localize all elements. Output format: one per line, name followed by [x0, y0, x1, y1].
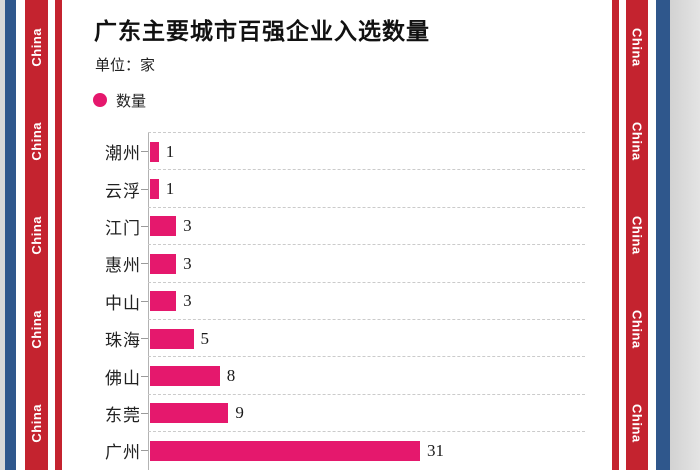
category-label: 珠海 [105, 331, 141, 351]
category-label: 佛山 [105, 368, 141, 388]
value-label: 31 [427, 440, 444, 460]
china-label: China [629, 121, 645, 161]
legend-label: 数量 [116, 92, 147, 110]
axis-tick [141, 338, 148, 340]
china-label: China [29, 121, 44, 161]
bar-row: 广州 31 [62, 431, 612, 469]
category-label: 云浮 [105, 181, 141, 201]
value-label: 5 [200, 328, 210, 348]
y-axis-line [148, 133, 149, 470]
value-label: 3 [183, 216, 192, 236]
value-label: 1 [165, 179, 175, 199]
china-label: China [629, 403, 645, 443]
category-label: 广州 [105, 443, 141, 463]
right-red-border [612, 0, 619, 470]
bar [150, 440, 420, 461]
left-gap-outer [16, 0, 25, 470]
axis-tick [141, 263, 148, 265]
chart-panel: 广东主要城市百强企业入选数量 单位：家 数量 潮州 1 云浮 1 江门 3 惠州 3 中山 3 珠海… [62, 0, 612, 470]
category-label: 潮州 [105, 144, 141, 164]
bar-row: 东莞 9 [62, 393, 612, 432]
china-label: China [629, 27, 645, 67]
bar [150, 403, 229, 424]
axis-tick [141, 151, 148, 153]
bar [150, 216, 177, 237]
bar-row: 云浮 1 [62, 169, 612, 207]
category-label: 江门 [105, 218, 141, 238]
bar-row: 潮州 1 [62, 131, 612, 170]
china-label: China [29, 27, 44, 67]
bar-row: 江门 3 [62, 206, 612, 245]
axis-tick [141, 225, 148, 227]
left-red-border [55, 0, 62, 470]
left-blue-stripe [5, 0, 16, 470]
chart-title: 广东主要城市百强企业入选数量 [94, 18, 430, 44]
category-label: 中山 [105, 293, 141, 313]
axis-tick [141, 412, 148, 414]
category-label: 东莞 [105, 405, 141, 425]
axis-tick [141, 300, 148, 302]
bar-row: 惠州 3 [62, 244, 612, 282]
china-label: China [29, 403, 44, 443]
left-gray-margin [0, 0, 5, 470]
legend-dot [93, 93, 107, 107]
legend: 数量 [93, 92, 612, 110]
left-gap-inner [48, 0, 55, 470]
value-label: 3 [183, 253, 192, 273]
right-gap-outer [648, 0, 656, 470]
value-label: 1 [165, 141, 175, 161]
china-label: China [29, 215, 44, 255]
value-label: 8 [226, 366, 236, 386]
right-blue-stripe [656, 0, 670, 470]
bar [150, 328, 194, 349]
value-label: 3 [183, 291, 192, 311]
bar-row: 珠海 5 [62, 318, 612, 357]
bar [150, 291, 177, 312]
category-label: 惠州 [105, 256, 141, 276]
right-gray-margin [670, 0, 700, 470]
bar [150, 141, 159, 162]
bar-row: 中山 3 [62, 281, 612, 320]
value-label: 9 [235, 403, 244, 423]
bar [150, 253, 177, 274]
left-china-ribbon: China China China China China [25, 0, 48, 470]
bar [150, 366, 220, 387]
right-china-ribbon: China China China China China [626, 0, 648, 470]
china-label: China [629, 215, 645, 255]
bar-rows: 潮州 1 云浮 1 江门 3 惠州 3 中山 3 珠海 5 佛山 8 东莞 9 广州 31 [62, 131, 612, 470]
axis-tick [141, 375, 148, 377]
unit-label: 单位：家 [95, 57, 156, 74]
china-label: China [629, 309, 645, 349]
right-gap-inner [619, 0, 626, 470]
bar-row: 佛山 8 [62, 356, 612, 394]
bar [150, 179, 159, 200]
axis-tick [141, 188, 148, 190]
bar-chart: 潮州 1 云浮 1 江门 3 惠州 3 中山 3 珠海 5 佛山 8 东莞 9 广州 31 [62, 131, 612, 470]
china-label: China [29, 309, 44, 349]
axis-tick [141, 450, 148, 452]
